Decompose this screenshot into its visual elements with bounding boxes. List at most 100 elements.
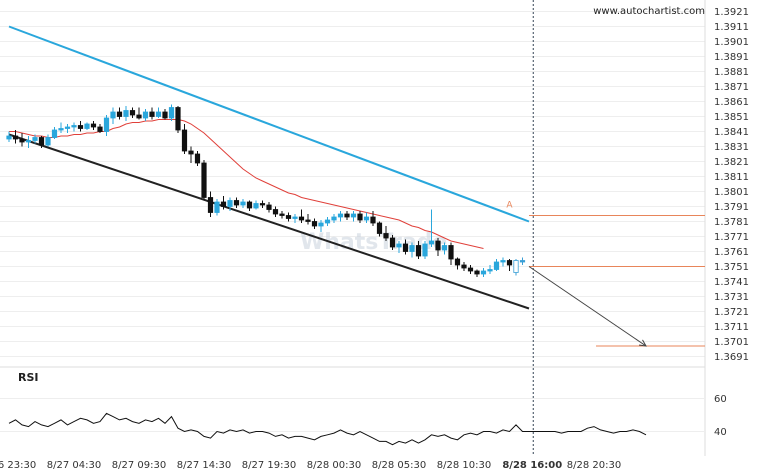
candle-body <box>38 137 45 146</box>
moving-average <box>9 119 484 249</box>
candle-body <box>396 243 402 248</box>
price-tick-label: 1.3901 <box>714 37 749 48</box>
time-tick-label: 8/26 23:30 <box>0 460 36 471</box>
moving-average-line <box>9 119 484 249</box>
time-tick-label: 8/28 10:30 <box>437 460 491 471</box>
candle-body <box>370 216 376 224</box>
price-tick-label: 1.3851 <box>714 112 749 123</box>
candle-body <box>12 135 19 140</box>
candle-body <box>422 243 428 257</box>
price-tick-label: 1.3841 <box>714 127 749 138</box>
time-tick-label: 8/27 04:30 <box>47 460 101 471</box>
candle-body <box>467 267 474 272</box>
candle-body <box>409 245 415 252</box>
forecast-overlay: A <box>506 201 647 347</box>
candle-body <box>194 153 201 164</box>
candle-body <box>337 213 344 218</box>
candle-body <box>97 126 103 132</box>
time-axis: 8/26 23:30 8/27 04:30 8/27 09:30 8/27 14:30… <box>0 460 621 471</box>
candle-body <box>253 203 259 209</box>
candle-body <box>292 216 298 219</box>
time-tick-label: 8/28 00:30 <box>307 460 361 471</box>
source-label: www.autochartist.com <box>593 6 705 17</box>
candle-body <box>402 243 409 252</box>
time-tick-label: 8/28 20:30 <box>567 460 621 471</box>
price-tick-label: 1.3701 <box>714 337 749 348</box>
price-tick-label: 1.3721 <box>714 307 749 318</box>
candle-body <box>168 107 175 119</box>
rsi-tick-label: 60 <box>714 394 727 405</box>
candle-body <box>129 110 136 116</box>
rsi-panel: RSI 60 40 <box>0 371 727 446</box>
price-tick-label: 1.3731 <box>714 292 749 303</box>
candle-body <box>25 140 32 143</box>
candle-body <box>32 137 38 141</box>
price-tick-label: 1.3921 <box>714 7 749 18</box>
candle-body <box>448 245 454 260</box>
price-tick-label: 1.3871 <box>714 82 749 93</box>
candle-body <box>305 219 311 222</box>
candle-body <box>136 114 142 119</box>
candle-body <box>201 162 207 198</box>
candle-body <box>240 201 246 206</box>
candle-body <box>110 111 116 119</box>
price-tick-label: 1.3861 <box>714 97 749 108</box>
candle-body <box>454 258 461 266</box>
rsi-tick-label: 40 <box>714 427 727 438</box>
price-tick-label: 1.3741 <box>714 277 749 288</box>
candle-body <box>331 216 337 221</box>
candle-body <box>155 111 162 117</box>
forecast-arrow-line <box>528 266 647 347</box>
candle-body <box>513 260 519 273</box>
candle-body <box>506 260 513 266</box>
candle-body <box>233 200 240 206</box>
candle-body <box>149 111 155 117</box>
candle-body <box>84 123 90 129</box>
time-tick-label: 8/28 16:00 <box>502 460 562 471</box>
candle-body <box>207 197 214 213</box>
candle-body <box>58 128 64 131</box>
candle-body <box>19 138 25 143</box>
candle-body <box>357 213 363 221</box>
candle-body <box>103 117 110 132</box>
candle-body <box>441 245 448 251</box>
candle-body <box>6 135 12 140</box>
candle-body <box>350 213 357 218</box>
candle-body <box>376 222 383 234</box>
candle-body <box>77 125 84 129</box>
candle-body <box>324 219 331 224</box>
time-tick-label: 8/27 14:30 <box>177 460 231 471</box>
candle-body <box>227 200 233 207</box>
price-tick-label: 1.3761 <box>714 247 749 258</box>
trend-lines <box>8 25 530 310</box>
price-tick-label: 1.3771 <box>714 232 749 243</box>
candle-body <box>188 150 194 155</box>
candle-body <box>298 216 305 221</box>
candle-body <box>45 137 51 146</box>
candle-body <box>123 110 129 117</box>
price-tick-label: 1.3911 <box>714 22 749 33</box>
candle-body <box>500 260 506 263</box>
candlesticks <box>6 104 526 277</box>
rsi-line <box>8 412 647 446</box>
price-tick-label: 1.3811 <box>714 172 749 183</box>
candle-body <box>214 201 220 213</box>
candle-body <box>162 111 168 119</box>
time-tick-label: 8/27 19:30 <box>242 460 296 471</box>
candle-body <box>285 215 292 219</box>
candle-body <box>90 123 97 128</box>
price-tick-label: 1.3711 <box>714 322 749 333</box>
candle-body <box>318 222 324 227</box>
price-tick-label: 1.3781 <box>714 217 749 228</box>
candle-body <box>435 240 441 251</box>
price-tick-label: 1.3691 <box>714 352 749 363</box>
candle-body <box>116 111 123 117</box>
candle-body <box>272 209 279 215</box>
candle-body <box>344 213 350 218</box>
price-tick-label: 1.3821 <box>714 157 749 168</box>
price-axis: 1.3921 1.3911 1.3901 1.3891 1.3881 1.3871 1.38… <box>714 7 749 363</box>
candle-body <box>461 264 467 269</box>
candle-body <box>259 203 266 206</box>
candle-body <box>428 240 435 245</box>
